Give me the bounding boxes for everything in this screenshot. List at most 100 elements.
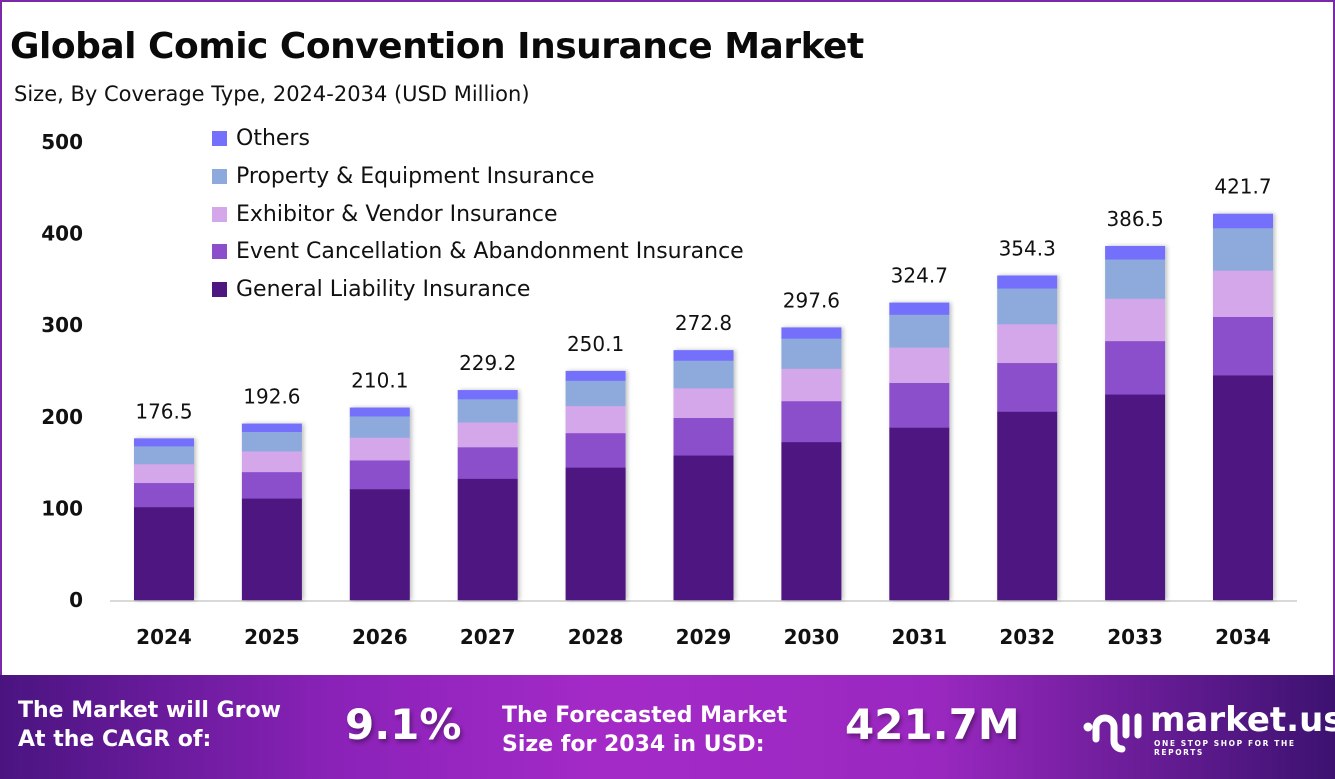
forecast-label-line2: Size for 2034 in USD: — [502, 732, 765, 757]
bar-total-label: 297.6 — [783, 288, 840, 312]
legend-label: Property & Equipment Insurance — [236, 164, 595, 190]
bar-stack — [889, 302, 950, 601]
logo-tagline: ONE STOP SHOP FOR THE REPORTS — [1154, 739, 1296, 757]
market-us-logo-icon — [1083, 713, 1142, 753]
bar-total-label: 354.3 — [999, 236, 1056, 260]
chart-subtitle: Size, By Coverage Type, 2024-2034 (USD M… — [14, 82, 530, 106]
cagr-label: The Market will Grow At the CAGR of: — [18, 696, 281, 754]
legend-label: Others — [236, 126, 310, 152]
legend-item-exhibitor-vendor: Exhibitor & Vendor Insurance — [212, 195, 744, 233]
cagr-label-line2: At the CAGR of: — [18, 727, 212, 752]
bar-segment-general-liability-insurance — [1213, 375, 1273, 601]
bar-segment-exhibitor-vendor-insurance — [1105, 298, 1166, 342]
bar-stack — [349, 407, 410, 601]
forecast-label-line1: The Forecasted Market — [502, 703, 788, 728]
legend-swatch — [212, 206, 227, 222]
legend-item-event-cancellation: Event Cancellation & Abandonment Insuran… — [212, 233, 744, 271]
legend-swatch — [212, 244, 227, 260]
legend-label: Exhibitor & Vendor Insurance — [236, 201, 558, 227]
bar-segment-others — [349, 407, 410, 417]
x-tick-label: 2033 — [1107, 625, 1163, 649]
bar-segment-general-liability-insurance — [889, 427, 950, 601]
legend-item-others: Others — [212, 120, 744, 158]
legend-swatch — [212, 131, 227, 147]
bar-segment-exhibitor-vendor-insurance — [457, 422, 518, 448]
legend-label: General Liability Insurance — [236, 277, 531, 303]
legend: Others Property & Equipment Insurance Ex… — [212, 120, 744, 308]
bar-segment-property-equipment-insurance — [781, 338, 842, 369]
bar-segment-event-cancellation-abandonment-insurance — [1213, 316, 1273, 376]
bar-total-label: 250.1 — [567, 332, 624, 356]
bar-segment-others — [241, 423, 302, 433]
bar-segment-property-equipment-insurance — [997, 288, 1058, 325]
bar-total-label: 176.5 — [135, 399, 192, 423]
bar-segment-general-liability-insurance — [134, 506, 194, 601]
bar-segment-event-cancellation-abandonment-insurance — [889, 382, 950, 428]
bar-segment-event-cancellation-abandonment-insurance — [457, 447, 518, 479]
bar-segment-property-equipment-insurance — [457, 399, 518, 423]
y-tick-label: 200 — [41, 405, 83, 429]
bar-total-label: 210.1 — [351, 369, 408, 393]
bar-stack — [457, 390, 518, 601]
x-tick-label: 2032 — [999, 625, 1055, 649]
bar-segment-others — [457, 390, 518, 400]
legend-item-general-liability: General Liability Insurance — [212, 271, 744, 309]
bar-stack — [997, 275, 1058, 601]
bar-segment-property-equipment-insurance — [673, 360, 734, 389]
stacked-bar-chart: 0 100 200 300 400 500 176.5 2024 192.6 2025 210.1 2… — [41, 130, 1297, 649]
forecast-label: The Forecasted Market Size for 2034 in U… — [502, 701, 787, 759]
bar-stack — [781, 327, 842, 601]
bar-segment-property-equipment-insurance — [134, 446, 194, 465]
chart-title: Global Comic Convention Insurance Market — [10, 26, 864, 67]
bar-segment-others — [1213, 213, 1273, 229]
y-tick-label: 300 — [41, 313, 83, 337]
bar-total-label: 386.5 — [1106, 207, 1163, 231]
x-tick-label: 2024 — [136, 625, 192, 649]
legend-swatch — [212, 282, 227, 298]
legend-item-property-equipment: Property & Equipment Insurance — [212, 158, 744, 196]
bar-segment-exhibitor-vendor-insurance — [241, 451, 302, 473]
x-tick-label: 2031 — [891, 625, 947, 649]
bar-segment-exhibitor-vendor-insurance — [1213, 270, 1273, 317]
bar-segment-others — [565, 370, 626, 381]
bar-segment-others — [781, 327, 842, 339]
x-tick-label: 2026 — [352, 625, 408, 649]
bar-stack — [241, 423, 302, 601]
bar-segment-property-equipment-insurance — [889, 314, 950, 348]
logo-name: market.us — [1150, 700, 1335, 740]
bar-stack — [565, 370, 626, 601]
bar-segment-property-equipment-insurance — [565, 380, 626, 407]
bar-stack — [134, 438, 194, 601]
bar-stack — [1213, 213, 1273, 601]
x-tick-label: 2034 — [1215, 625, 1271, 649]
bar-segment-general-liability-insurance — [241, 498, 302, 601]
cagr-label-line1: The Market will Grow — [18, 698, 281, 723]
bar-segment-event-cancellation-abandonment-insurance — [565, 432, 626, 468]
bar-segment-others — [889, 302, 950, 315]
bar-segment-event-cancellation-abandonment-insurance — [241, 471, 302, 499]
bar-segment-exhibitor-vendor-insurance — [889, 347, 950, 384]
x-tick-label: 2028 — [568, 625, 624, 649]
bar-stack — [673, 350, 734, 601]
bar-segment-event-cancellation-abandonment-insurance — [673, 417, 734, 456]
legend-swatch — [212, 169, 227, 185]
bar-segment-event-cancellation-abandonment-insurance — [997, 362, 1058, 412]
x-tick-label: 2027 — [460, 625, 516, 649]
y-tick-label: 0 — [69, 588, 83, 612]
bar-segment-general-liability-insurance — [1105, 394, 1166, 601]
bar-segment-general-liability-insurance — [781, 441, 842, 601]
x-tick-label: 2029 — [676, 625, 732, 649]
y-tick-label: 500 — [41, 130, 83, 154]
bar-segment-event-cancellation-abandonment-insurance — [781, 400, 842, 443]
bar-segment-exhibitor-vendor-insurance — [673, 388, 734, 419]
bar-segment-exhibitor-vendor-insurance — [349, 437, 410, 461]
bar-segment-general-liability-insurance — [457, 478, 518, 601]
bar-segment-exhibitor-vendor-insurance — [997, 324, 1058, 364]
bar-segment-exhibitor-vendor-insurance — [565, 405, 626, 434]
bar-total-label: 192.6 — [243, 385, 300, 409]
legend-label: Event Cancellation & Abandonment Insuran… — [236, 239, 744, 265]
bar-segment-general-liability-insurance — [565, 467, 626, 601]
bar-segment-property-equipment-insurance — [1105, 259, 1166, 299]
bar-total-label: 324.7 — [891, 264, 948, 288]
